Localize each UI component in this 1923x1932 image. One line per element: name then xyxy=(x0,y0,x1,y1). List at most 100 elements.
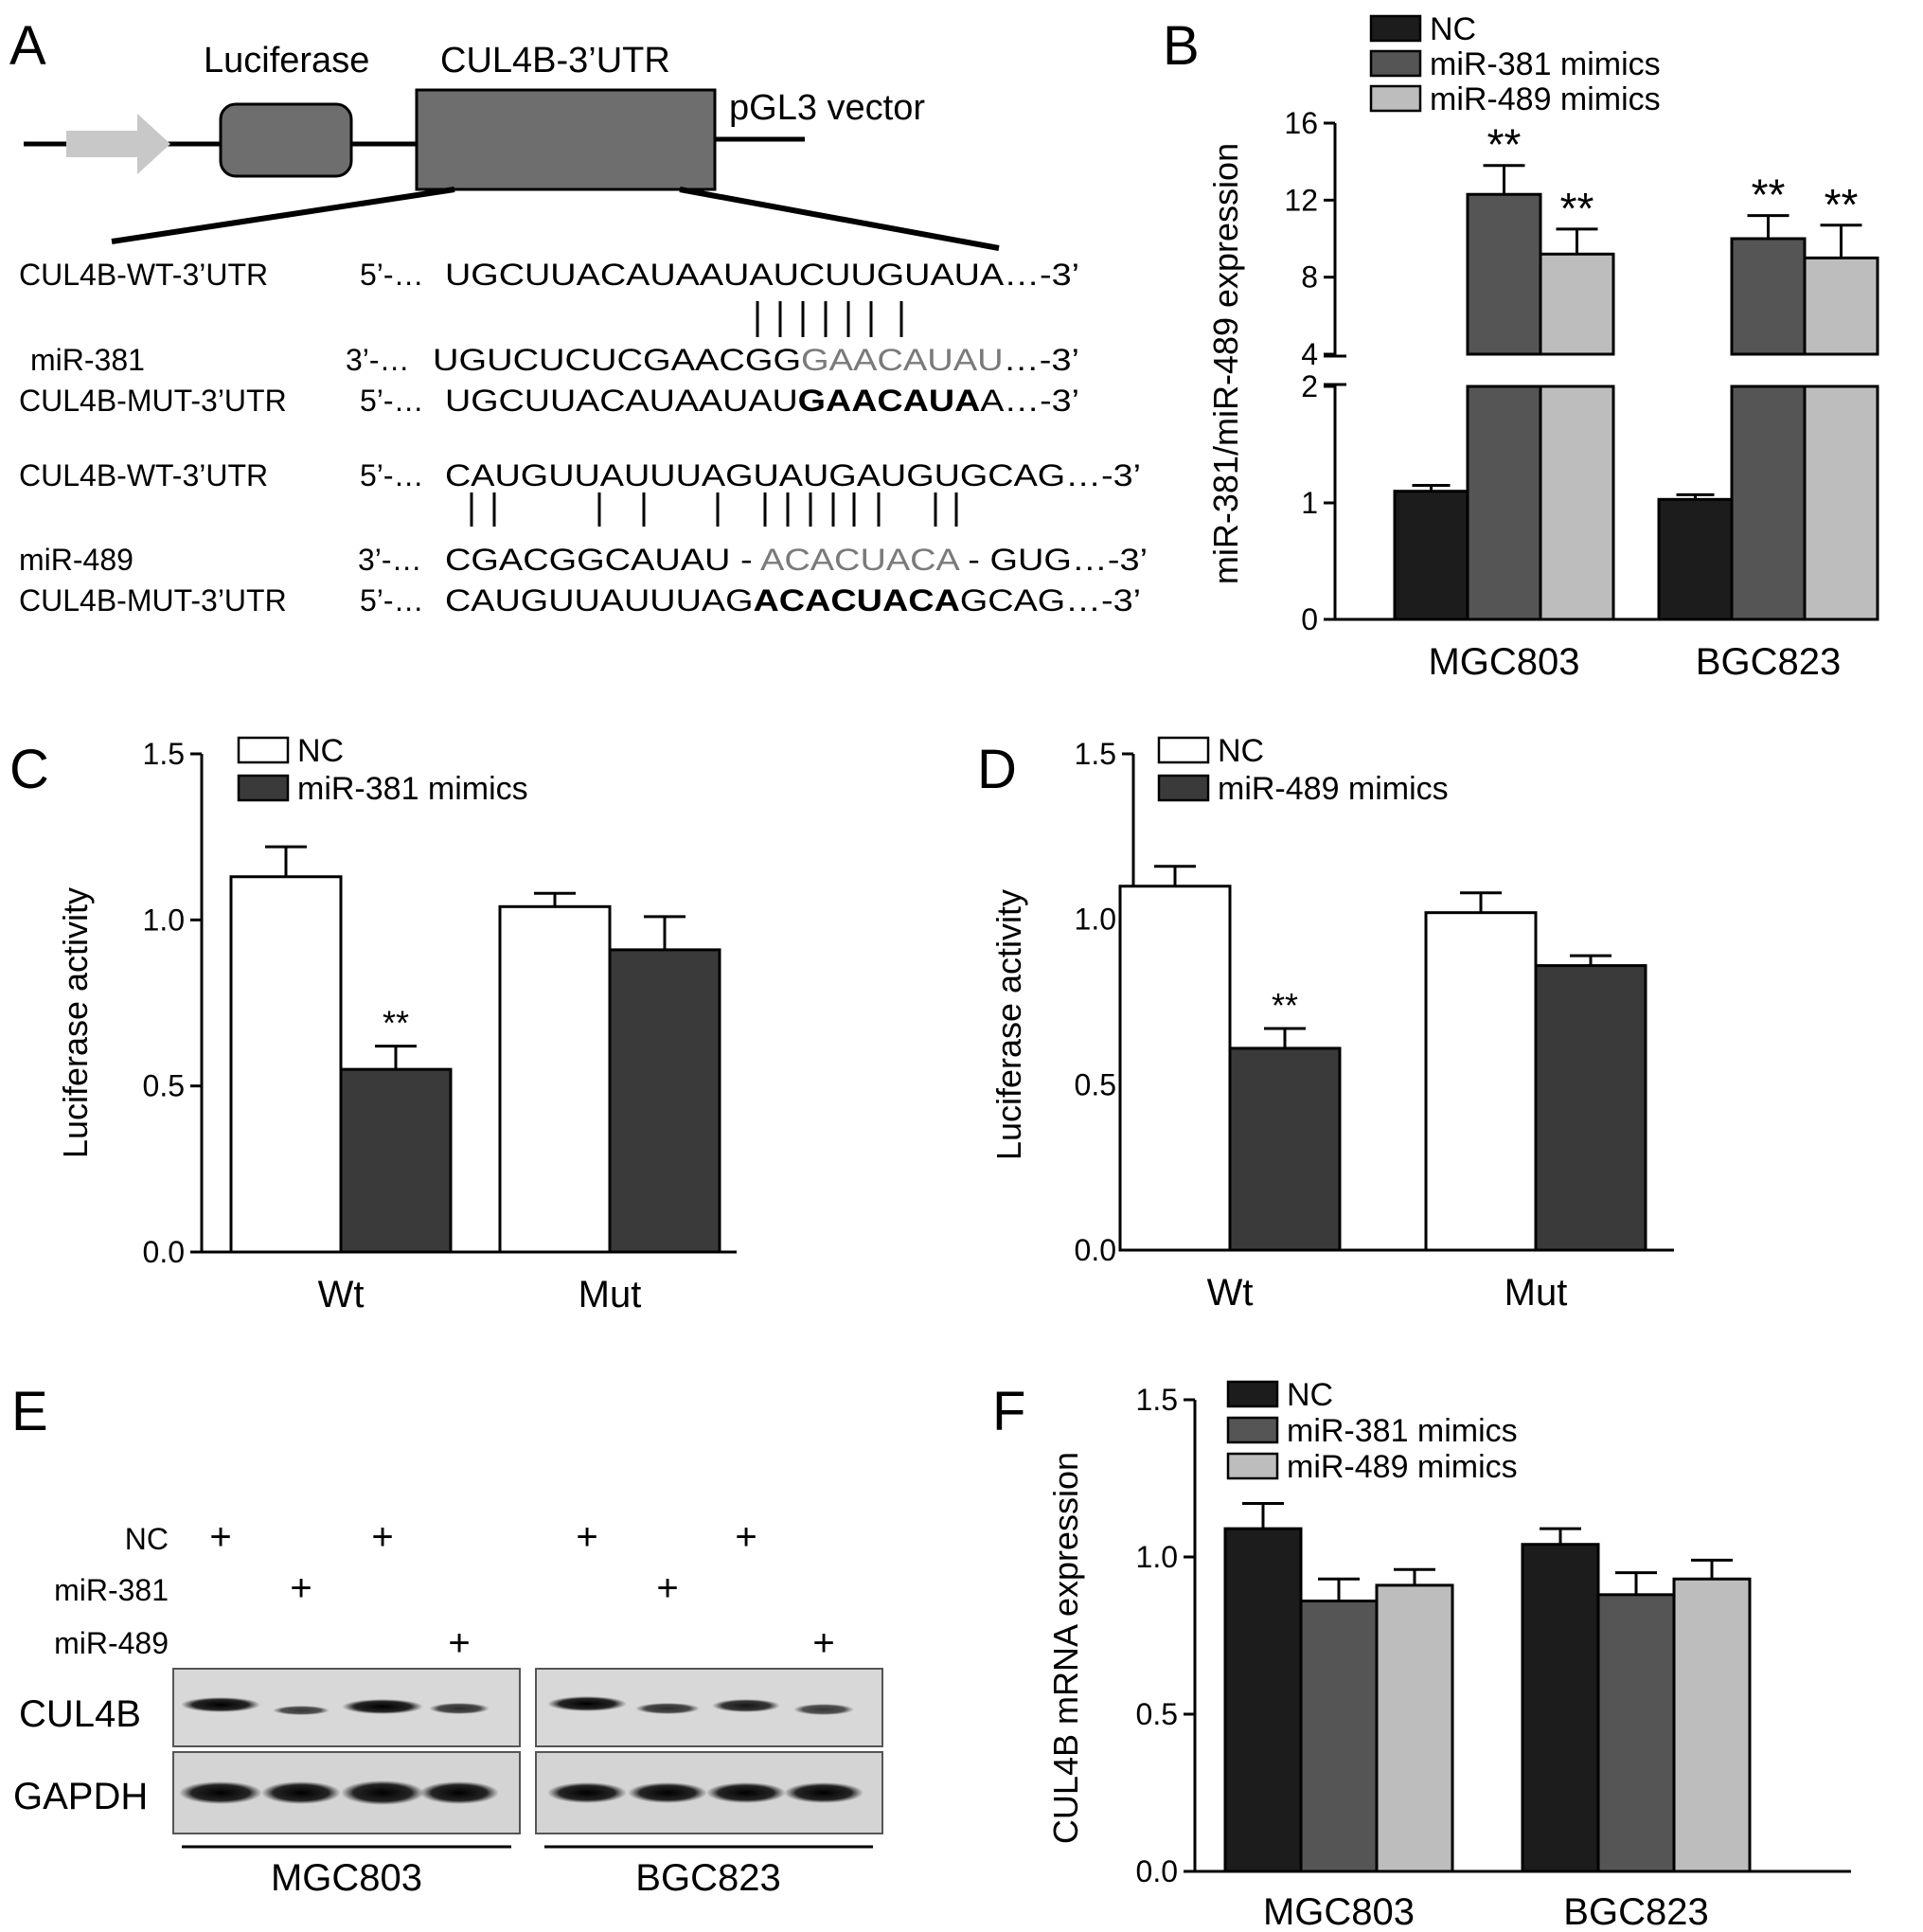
seq-row-3-seq: UGCUUACAUAAUAU GAACAUA A…-3’ xyxy=(445,384,1079,418)
band xyxy=(793,1704,854,1715)
legend-swatch xyxy=(1369,49,1422,78)
panel-d-ylabel: Luciferase activity xyxy=(989,889,1028,1160)
bar xyxy=(1803,256,1879,356)
significance-label: ** xyxy=(1752,170,1786,220)
x-tick-label: Mut xyxy=(579,1274,642,1315)
legend-swatch xyxy=(237,736,290,764)
band xyxy=(547,1696,627,1711)
legend-swatch xyxy=(1226,1380,1279,1408)
lane-plus: + xyxy=(656,1567,678,1609)
band xyxy=(706,1782,786,1803)
y-tick-label: 1.0 xyxy=(1136,1540,1178,1574)
x-tick-label: BGC823 xyxy=(1563,1891,1708,1932)
mir489-pairing-lines xyxy=(470,492,958,527)
significance-label: ** xyxy=(1272,986,1298,1025)
seq-row-2-name: miR-381 xyxy=(30,343,145,377)
bar xyxy=(608,948,721,1254)
legend-label: miR-489 mimics xyxy=(1430,81,1661,117)
bar xyxy=(1223,1527,1303,1873)
legend-swatch xyxy=(1157,774,1210,802)
bar xyxy=(1730,237,1807,356)
y-tick-label: 12 xyxy=(1284,183,1318,217)
promoter-arrow xyxy=(66,114,170,174)
band xyxy=(261,1781,341,1804)
blot-label-gapdh: GAPDH xyxy=(13,1776,148,1817)
bar xyxy=(1596,1593,1676,1873)
y-tick-label: 0.0 xyxy=(143,1235,185,1269)
y-tick-label: 8 xyxy=(1301,260,1318,295)
panel-d-label: D xyxy=(977,739,1017,800)
band xyxy=(784,1782,864,1803)
bar xyxy=(1118,885,1232,1252)
significance-label: ** xyxy=(1560,184,1594,233)
panel-d: D Luciferase activity 0.0 0.5 1.0 1.5 ** Wt Mu… xyxy=(977,733,1674,1314)
panel-a: A Luciferase CUL4B-3’UTR pGL3 vector CUL… xyxy=(9,15,1148,617)
legend-label: NC xyxy=(1430,11,1476,47)
legend-label: miR-381 mimics xyxy=(297,771,528,807)
panel-a-label: A xyxy=(9,15,46,77)
mir381-pairing-lines xyxy=(756,301,903,337)
significance-label: ** xyxy=(1825,180,1859,229)
bar xyxy=(1299,1599,1379,1873)
bar-lower-segment xyxy=(1803,385,1879,621)
bar xyxy=(1521,1543,1600,1873)
row-label-nc: NC xyxy=(125,1522,169,1556)
significance-label: ** xyxy=(383,1004,409,1043)
legend-swatch xyxy=(1226,1416,1279,1444)
luciferase-label: Luciferase xyxy=(204,41,369,80)
seq-row-4-prime: 5’-… xyxy=(360,458,424,492)
sequence-rows: CUL4B-WT-3’UTR 5’-… UGCUUACAUAAUAUCUUGUA… xyxy=(19,258,1148,617)
y-tick-label: 1.5 xyxy=(1136,1383,1178,1417)
seq-row-1-seq: UGCUUACAUAAUAUCUUGUAUA…-3’ xyxy=(445,258,1079,292)
lane-plus: + xyxy=(290,1567,312,1609)
lane-plus: + xyxy=(812,1622,834,1664)
y-tick-label: 16 xyxy=(1284,106,1318,140)
bar xyxy=(1375,1583,1454,1873)
band xyxy=(342,1699,423,1714)
y-tick-label: 0.5 xyxy=(1136,1697,1178,1731)
gapdh-bands xyxy=(179,1780,864,1805)
y-tick-label: 1.5 xyxy=(1075,737,1116,771)
utr-box xyxy=(415,88,717,191)
bar-lower-segment xyxy=(1466,385,1542,621)
x-tick-label: Wt xyxy=(1207,1272,1254,1314)
panel-e: E NC miR-381 miR-489 + + + + + + + + CUL4B GAPD… xyxy=(11,1381,883,1899)
luciferase-box xyxy=(219,102,353,178)
band xyxy=(712,1699,780,1712)
bar xyxy=(1672,1577,1752,1873)
band xyxy=(547,1782,627,1803)
bar xyxy=(1534,964,1647,1252)
band xyxy=(181,1697,260,1712)
y-tick-label: 1 xyxy=(1301,486,1318,520)
bar xyxy=(498,904,612,1254)
lane-plus-signs: + + + + + + + + xyxy=(209,1516,834,1664)
legend-swatch xyxy=(237,774,290,802)
seq-row-5-prime: 3’-… xyxy=(358,543,422,577)
lane-plus: + xyxy=(448,1622,470,1664)
seq-row-2-prime: 3’-… xyxy=(346,343,410,377)
x-tick-label: Wt xyxy=(318,1274,365,1315)
y-tick-label: 4 xyxy=(1301,337,1318,371)
zoom-line-left xyxy=(111,187,455,244)
x-tick-label: MGC803 xyxy=(1263,1891,1415,1932)
bar xyxy=(1393,490,1469,621)
seq-row-3-prime: 5’-… xyxy=(360,384,424,418)
lane-plus: + xyxy=(735,1516,757,1558)
seq-row-5-seq: CGACGGCAUAU - ACACUACA - GUG…-3’ xyxy=(445,543,1148,577)
lane-plus: + xyxy=(576,1516,597,1558)
legend-label: miR-489 mimics xyxy=(1218,771,1449,807)
band xyxy=(429,1703,490,1714)
bar-lower-segment xyxy=(1730,385,1807,621)
y-tick-label: 1.0 xyxy=(1075,903,1116,937)
band xyxy=(273,1706,329,1715)
band xyxy=(635,1703,700,1714)
band xyxy=(628,1782,707,1803)
bar xyxy=(1466,192,1542,356)
vector-label: pGL3 vector xyxy=(729,88,925,128)
